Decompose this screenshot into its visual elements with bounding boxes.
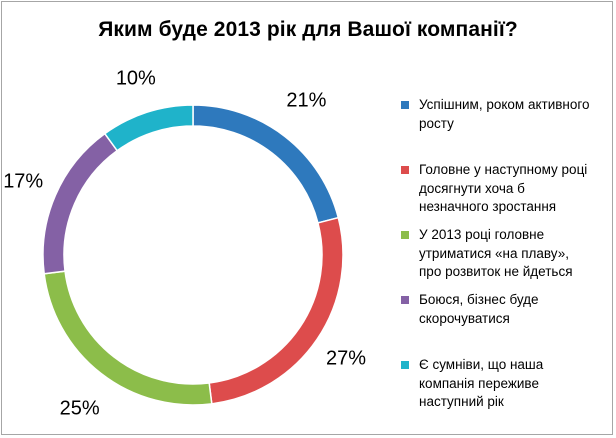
legend-label-line: У 2013 році головне xyxy=(419,227,545,242)
legend-label-line: незначного зростання xyxy=(419,199,557,214)
legend-item: Є сумніви, що наша компанія переживе насту… xyxy=(398,356,543,412)
legend-item: У 2013 році головне утриматися «на плаву»… xyxy=(398,226,573,282)
chart-title: Яким буде 2013 рік для Вашої компанії? xyxy=(98,18,518,41)
legend-label-line: компанія переживе xyxy=(419,375,539,391)
donut-slice xyxy=(43,270,213,406)
legend-label-line: Боюся, бізнес буде xyxy=(419,292,539,307)
legend-label-line: Успішним, роком активного xyxy=(419,97,590,112)
legend-swatch xyxy=(401,166,409,174)
donut-slice xyxy=(42,132,119,275)
legend-label-line: досягнути хоча б xyxy=(419,180,525,196)
legend-item: Головне у наступному році досягнути хоча … xyxy=(398,161,587,217)
legend-label-line: утриматися «на плаву», xyxy=(419,245,569,261)
legend-label-line: скорочуватися xyxy=(419,310,510,326)
percent-label: 21% xyxy=(286,89,327,112)
legend-swatch xyxy=(401,101,409,109)
percent-label: 17% xyxy=(3,170,44,193)
percent-label: 25% xyxy=(59,397,100,420)
legend-label-line: Головне у наступному році xyxy=(419,162,588,177)
donut-slice xyxy=(208,216,344,405)
legend-item: Успішним, роком активного росту xyxy=(398,96,590,133)
legend-label-line: про розвиток не йдеться xyxy=(419,264,573,279)
legend-label-line: Є сумніви, що наша xyxy=(419,357,544,372)
donut-slice xyxy=(103,104,194,152)
percent-label: 27% xyxy=(325,347,367,370)
legend-label-line: наступний рік xyxy=(419,394,504,409)
legend-swatch xyxy=(401,361,409,369)
percent-label: 10% xyxy=(115,67,156,90)
legend-label-line: росту xyxy=(419,115,454,131)
donut-slice xyxy=(192,104,340,224)
legend-swatch xyxy=(401,231,409,239)
legend-item: Боюся, бізнес буде скорочуватися xyxy=(398,291,539,328)
legend-swatch xyxy=(401,296,409,304)
